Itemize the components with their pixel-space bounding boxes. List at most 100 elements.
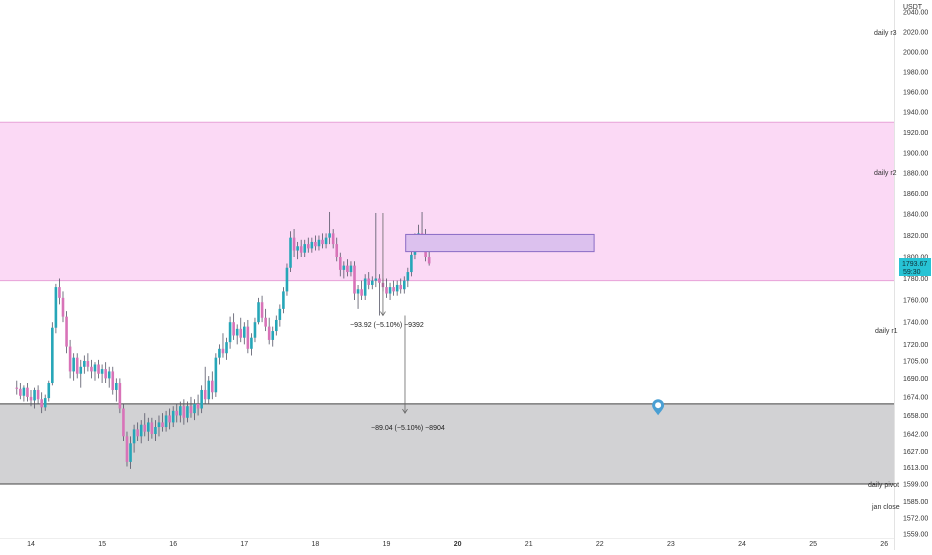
candle <box>363 274 367 300</box>
candle <box>314 235 317 251</box>
candle <box>111 366 115 395</box>
candle <box>19 383 22 400</box>
price-tick-label: 1840.00 <box>903 212 928 219</box>
candle-body <box>168 415 171 423</box>
daily-r2-zone <box>0 122 894 281</box>
candle <box>58 278 61 305</box>
time-tick-label: 17 <box>240 541 248 548</box>
candle <box>139 420 143 444</box>
candle-body <box>115 383 118 390</box>
candle-body <box>154 427 157 434</box>
candle-body <box>164 415 168 428</box>
candle-body <box>328 233 331 238</box>
candle <box>328 211 331 245</box>
candle <box>51 322 54 386</box>
candle <box>338 252 342 277</box>
candle <box>228 316 232 349</box>
candle <box>175 403 179 423</box>
candle <box>367 272 371 290</box>
candle-body <box>125 436 129 462</box>
price-tick-label: 1960.00 <box>903 90 928 97</box>
candle <box>225 337 228 360</box>
candle <box>196 394 200 416</box>
candle <box>72 353 75 381</box>
price-tick-label: 1585.00 <box>903 499 928 506</box>
candle <box>260 295 264 323</box>
candle-body <box>104 369 107 379</box>
candle <box>164 410 168 432</box>
candle-body <box>72 357 75 372</box>
candle-body <box>214 357 218 393</box>
candle-body <box>196 403 200 409</box>
candle <box>54 283 58 334</box>
candle-body <box>292 237 296 251</box>
price-tick-label: 1920.00 <box>903 130 928 137</box>
price-axis-currency: USDT <box>903 4 923 11</box>
candle <box>257 297 260 325</box>
candle <box>15 380 19 395</box>
candle-body <box>36 389 40 400</box>
candle <box>143 413 147 437</box>
candle <box>33 387 36 409</box>
candle <box>278 304 282 327</box>
candle-body <box>26 387 29 397</box>
candle-body <box>150 422 154 434</box>
candle <box>136 422 139 441</box>
candle <box>150 417 154 439</box>
candle-body <box>346 265 349 273</box>
candle-body <box>221 348 225 354</box>
zones-layer <box>0 121 894 485</box>
candle-body <box>147 422 150 432</box>
candle-body <box>228 322 232 343</box>
candle <box>68 339 72 379</box>
price-tick-label: 2040.00 <box>903 10 928 17</box>
candle <box>239 317 243 343</box>
candle <box>232 313 235 340</box>
candle <box>331 229 335 249</box>
candle-body <box>157 422 161 428</box>
candle-body <box>129 443 132 462</box>
candle <box>218 344 221 365</box>
candle-body <box>200 389 203 409</box>
candle <box>221 333 225 358</box>
candle-body <box>111 371 115 390</box>
price-tick-label: 1705.00 <box>903 359 928 366</box>
candle <box>306 237 310 253</box>
candle-body <box>143 424 147 432</box>
candle <box>310 237 314 253</box>
price-tick-label: 1627.00 <box>903 449 928 456</box>
candle <box>132 424 136 453</box>
candle <box>193 399 196 421</box>
candle-body <box>179 406 182 416</box>
candle-body <box>303 244 307 253</box>
candle <box>154 420 157 441</box>
candle-body <box>260 302 264 318</box>
candle <box>392 280 395 296</box>
candle-body <box>360 289 363 296</box>
candle-body <box>33 389 36 401</box>
candle <box>100 364 104 384</box>
candle-body <box>353 265 356 294</box>
candle <box>147 417 150 441</box>
candle-body <box>349 265 353 273</box>
candle-body <box>282 291 285 309</box>
candle <box>207 376 211 404</box>
candle-body <box>399 284 403 290</box>
level-label-r1: daily r1 <box>875 328 898 335</box>
candle-body <box>310 241 314 249</box>
candle <box>406 267 410 288</box>
candle-body <box>324 237 328 245</box>
candle <box>395 280 399 296</box>
candle-body <box>161 422 164 428</box>
candle <box>303 239 307 257</box>
time-tick-label: 20 <box>454 541 462 548</box>
candle <box>346 259 349 277</box>
candle-body <box>388 287 392 294</box>
candle <box>97 359 100 379</box>
candle-body <box>22 387 26 396</box>
candle <box>296 241 299 260</box>
candle <box>61 291 65 323</box>
